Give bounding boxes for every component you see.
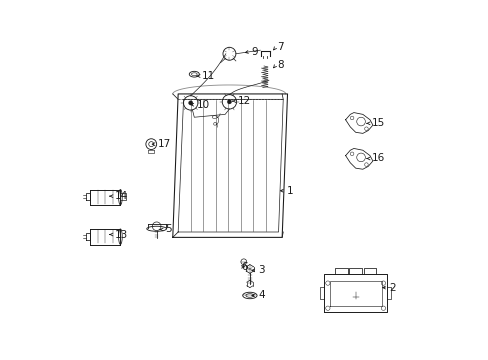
Text: 14: 14 xyxy=(115,191,128,201)
Text: 13: 13 xyxy=(115,230,128,239)
Text: 12: 12 xyxy=(237,96,250,106)
Text: 9: 9 xyxy=(251,46,258,57)
Text: 2: 2 xyxy=(389,283,396,293)
Text: 6: 6 xyxy=(241,262,247,272)
Circle shape xyxy=(188,101,192,105)
Text: 1: 1 xyxy=(286,186,293,196)
Text: 7: 7 xyxy=(277,42,284,52)
Text: 11: 11 xyxy=(201,71,214,81)
Text: 4: 4 xyxy=(258,291,264,301)
Text: 17: 17 xyxy=(158,139,171,149)
Text: 10: 10 xyxy=(197,100,210,110)
Text: 15: 15 xyxy=(371,118,384,128)
Circle shape xyxy=(227,100,231,104)
Text: 5: 5 xyxy=(164,225,171,234)
Text: 3: 3 xyxy=(258,265,264,275)
Text: 8: 8 xyxy=(277,60,284,70)
Text: 16: 16 xyxy=(371,153,384,163)
